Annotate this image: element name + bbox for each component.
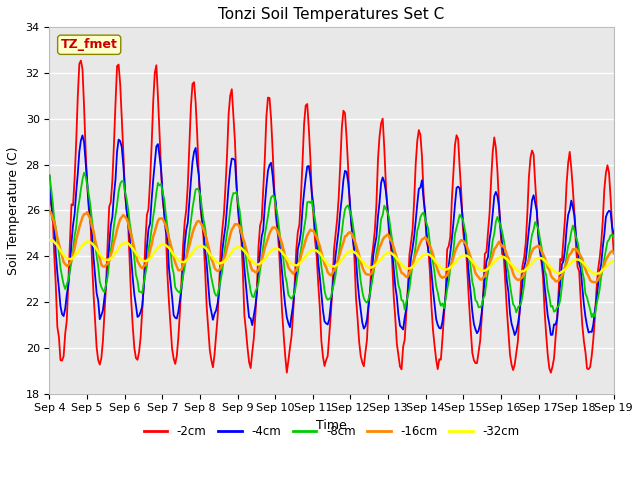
Y-axis label: Soil Temperature (C): Soil Temperature (C) [7,146,20,275]
X-axis label: Time: Time [316,419,347,432]
Text: TZ_fmet: TZ_fmet [61,38,118,51]
Title: Tonzi Soil Temperatures Set C: Tonzi Soil Temperatures Set C [218,7,445,22]
Legend: -2cm, -4cm, -8cm, -16cm, -32cm: -2cm, -4cm, -8cm, -16cm, -32cm [139,420,524,443]
